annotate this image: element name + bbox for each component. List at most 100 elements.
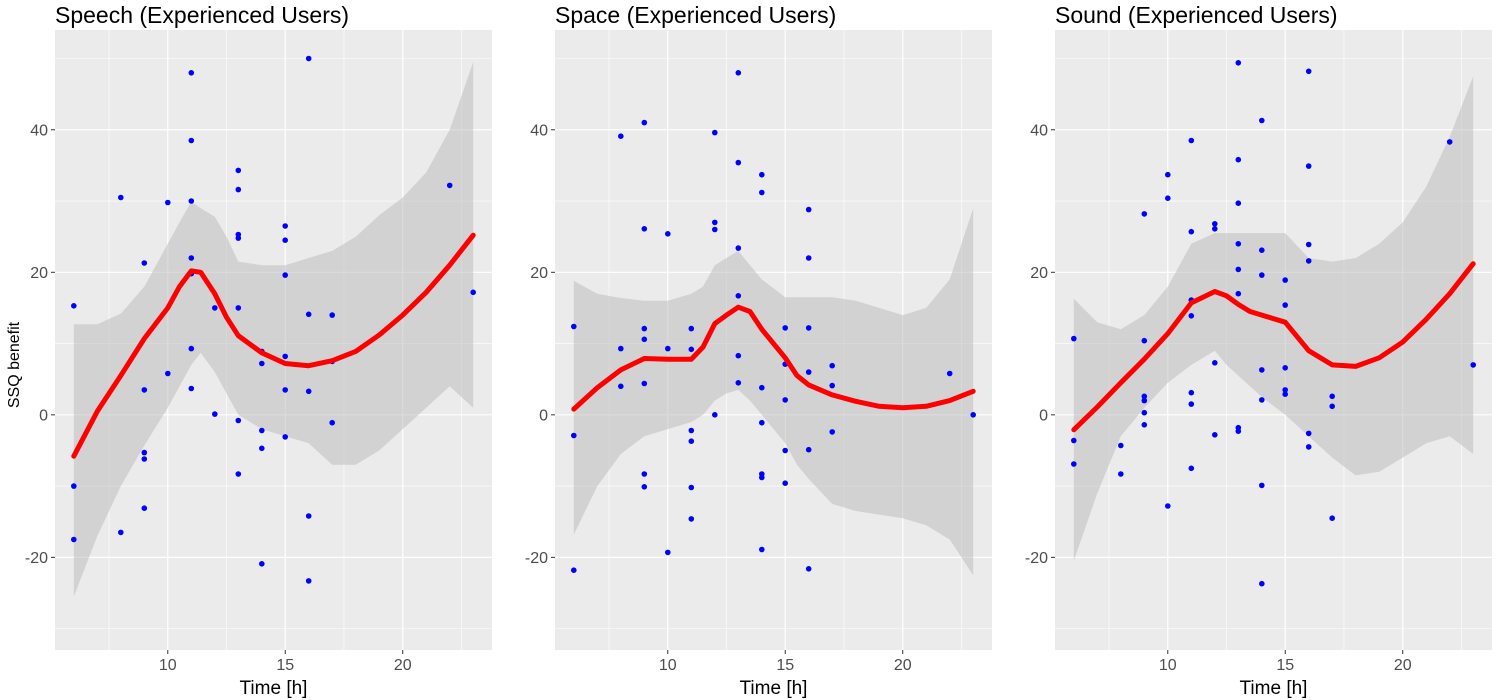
data-point <box>259 427 265 434</box>
data-point <box>688 346 695 353</box>
data-point <box>305 578 312 584</box>
data-point <box>1141 211 1148 217</box>
data-point <box>759 546 765 553</box>
panel-title: Speech (Experienced Users) <box>55 2 349 28</box>
data-point <box>1071 437 1077 444</box>
data-point <box>235 417 242 424</box>
data-point <box>1282 365 1288 371</box>
data-point <box>282 353 289 360</box>
y-tick-label: 0 <box>539 407 548 424</box>
data-point <box>759 189 765 196</box>
data-point <box>329 312 336 318</box>
data-point <box>259 445 265 452</box>
data-point <box>665 549 671 556</box>
data-point <box>1259 367 1265 373</box>
data-point <box>305 513 312 519</box>
data-point <box>1259 272 1265 278</box>
x-tick-label: 20 <box>894 657 912 674</box>
y-tick-label: -20 <box>525 550 548 567</box>
smooth-trend-line <box>71 232 476 459</box>
data-point <box>1329 515 1335 521</box>
data-point <box>118 529 124 536</box>
data-point <box>141 387 148 393</box>
data-point <box>1282 387 1288 393</box>
data-point <box>735 245 742 251</box>
data-point <box>1235 200 1242 206</box>
data-point <box>641 226 648 232</box>
data-point <box>1141 337 1148 344</box>
data-point <box>946 370 953 377</box>
data-point <box>282 223 289 229</box>
data-point <box>571 567 577 573</box>
y-tick-label: 40 <box>530 122 548 139</box>
data-point <box>1259 247 1265 253</box>
data-point <box>618 133 624 139</box>
data-point <box>1259 117 1265 124</box>
data-point <box>712 412 718 418</box>
panel-title: Space (Experienced Users) <box>555 2 836 28</box>
y-tick-label: 0 <box>39 407 48 424</box>
data-point <box>1305 163 1312 169</box>
data-point <box>118 194 124 201</box>
data-point <box>1305 430 1312 437</box>
data-point <box>1329 403 1335 410</box>
data-point <box>165 370 171 377</box>
x-axis-title: Time [h] <box>740 678 808 699</box>
data-point <box>188 198 195 204</box>
data-point <box>1329 393 1335 400</box>
data-point <box>1188 137 1195 144</box>
data-point <box>141 260 148 266</box>
y-tick-label: -20 <box>25 550 48 567</box>
chart-panels: 10 15 20 -20 0 20 40 Speech (Experienced Users)… <box>25 2 1492 699</box>
data-point <box>1235 290 1242 297</box>
x-tick-label: 20 <box>394 657 412 674</box>
smooth-trend-line <box>571 304 976 412</box>
data-point <box>735 70 742 76</box>
data-point <box>1259 397 1265 403</box>
data-point <box>212 305 218 311</box>
x-axis-title: Time [h] <box>240 678 308 699</box>
data-point <box>188 70 195 76</box>
data-point <box>1071 461 1077 467</box>
data-point <box>735 352 742 359</box>
data-point <box>735 159 742 166</box>
x-tick-label: 20 <box>1394 657 1412 674</box>
data-point <box>1235 428 1242 435</box>
data-point <box>1259 580 1265 587</box>
data-point <box>1141 393 1148 400</box>
data-point <box>188 255 195 261</box>
data-point <box>1212 226 1218 232</box>
data-point <box>735 380 742 386</box>
y-tick-label: 0 <box>1039 407 1048 424</box>
data-point <box>782 397 788 403</box>
data-point <box>1188 313 1195 319</box>
data-point <box>71 536 77 543</box>
data-point <box>141 449 148 456</box>
data-point <box>759 171 765 178</box>
data-point <box>665 345 671 352</box>
data-point <box>1188 465 1195 472</box>
data-point <box>688 438 695 445</box>
data-point <box>805 369 812 375</box>
chart-panel-2: 10 15 20 -20 0 20 40 Space (Experienced Users) T… <box>525 2 992 699</box>
data-point <box>1188 228 1195 235</box>
data-point <box>1235 266 1242 273</box>
data-point <box>712 226 718 233</box>
data-point <box>805 566 812 572</box>
data-point <box>641 119 648 126</box>
y-axis-title: SSQ benefit <box>6 321 23 408</box>
data-point <box>688 325 695 332</box>
data-point <box>1165 171 1171 178</box>
data-point <box>71 483 77 489</box>
data-point <box>735 293 742 299</box>
data-point <box>970 412 976 418</box>
data-point <box>282 237 289 243</box>
data-point <box>1071 335 1077 342</box>
panel-title: Sound (Experienced Users) <box>1055 2 1338 28</box>
data-point <box>571 323 577 330</box>
data-point <box>759 384 765 391</box>
data-point <box>188 137 195 144</box>
data-point <box>1282 391 1288 398</box>
y-tick-label: 40 <box>1030 122 1048 139</box>
